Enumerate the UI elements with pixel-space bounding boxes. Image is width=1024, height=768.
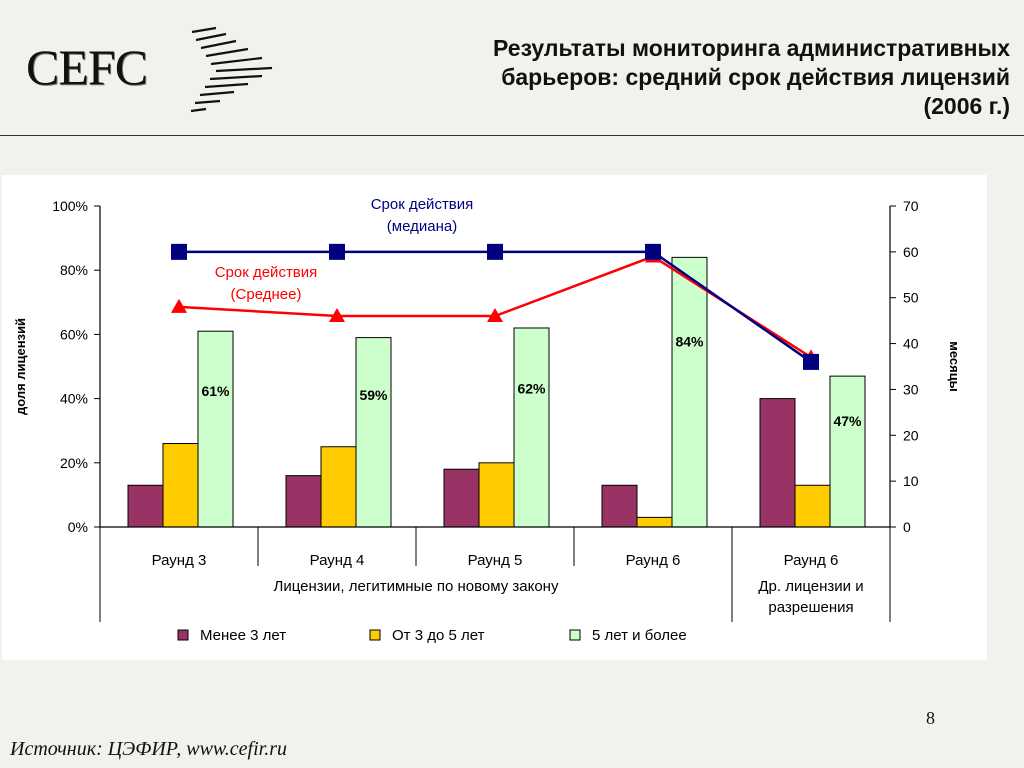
bar-data-label: 59% [359,387,388,403]
bar [320,446,357,528]
line-annotation: Срок действия [371,196,474,213]
title-line-3: (2006 г.) [923,93,1010,119]
y-right-tick-label: 20 [903,427,919,443]
y-left-axis-label: доля лицензий [13,318,28,415]
bar [636,516,673,528]
category-label: Раунд 4 [310,552,365,569]
line-marker [329,308,345,323]
y-left-tick-label: 40% [60,391,88,407]
bar [285,475,322,528]
y-left-tick-label: 20% [60,455,88,471]
line-marker [171,243,187,260]
y-right-tick-label: 30 [903,381,919,397]
legend-label: Менее 3 лет [200,627,286,644]
y-right-tick-label: 60 [903,244,919,260]
legend-swatch [569,629,581,641]
line-marker [487,243,503,260]
line-marker [487,308,503,323]
bar [794,484,831,528]
title-line-1: Результаты мониторинга административных [493,35,1010,61]
page-number: 8 [926,708,935,728]
legend-swatch [177,629,189,641]
bar [355,337,392,528]
bar [601,484,638,528]
legend-label: От 3 до 5 лет [392,627,485,644]
group-label: Др. лицензии и [758,578,863,595]
group-label: разрешения [768,599,853,616]
legend-swatch [369,629,381,641]
line-annotation: Срок действия [215,264,318,281]
category-label: Раунд 6 [784,552,839,569]
y-right-tick-label: 0 [903,519,911,535]
y-right-tick-label: 70 [903,198,919,214]
bar [443,468,480,528]
bar-data-label: 84% [675,333,704,349]
cefc-logo: CEFC [26,39,148,95]
bar [127,484,164,528]
y-right-axis-label: месяцы [947,341,962,392]
y-left-tick-label: 60% [60,326,88,342]
chart-panel: 0% 20% 40% 60% 80% 100% доля лицензий 0 10 20 30 40… [2,175,987,660]
line-marker [803,353,819,370]
line-marker [645,243,661,260]
bar [162,443,199,528]
category-label: Раунд 6 [626,552,681,569]
y-right-tick-label: 10 [903,473,919,489]
bar [671,256,708,528]
group-label: Лицензии, легитимные по новому закону [274,578,559,595]
legend-label: 5 лет и более [592,627,687,644]
bar [513,327,550,528]
y-left-tick-label: 100% [52,198,88,214]
logo-arrow-icon [190,26,273,113]
bar [759,398,796,528]
category-label: Раунд 5 [468,552,523,569]
source-note: Источник: ЦЭФИР, www.cefir.ru [10,738,288,760]
y-right-tick-label: 40 [903,336,919,352]
bar-data-label: 47% [833,413,862,429]
slide-header: CEFC Результаты мониторинга администрати… [0,0,1024,136]
header-divider [0,135,1024,136]
license-duration-chart: 0% 20% 40% 60% 80% 100% доля лицензий 0 10 20 30 40… [13,196,962,644]
bar-data-label: 62% [517,381,546,397]
y-right-tick-label: 50 [903,290,919,306]
category-label: Раунд 3 [152,552,207,569]
title-line-2: барьеров: средний срок действия лицензий [501,64,1010,90]
line-annotation: (медиана) [387,218,457,235]
y-left-tick-label: 80% [60,262,88,278]
line-marker [171,298,187,313]
slide-title: Результаты мониторинга административных … [310,34,1010,121]
bar [197,330,234,528]
y-left-tick-label: 0% [68,519,88,535]
bar-data-label: 61% [201,383,230,399]
line-marker [329,243,345,260]
bar [478,462,515,528]
line-annotation: (Среднее) [231,286,302,303]
bar [829,375,866,528]
